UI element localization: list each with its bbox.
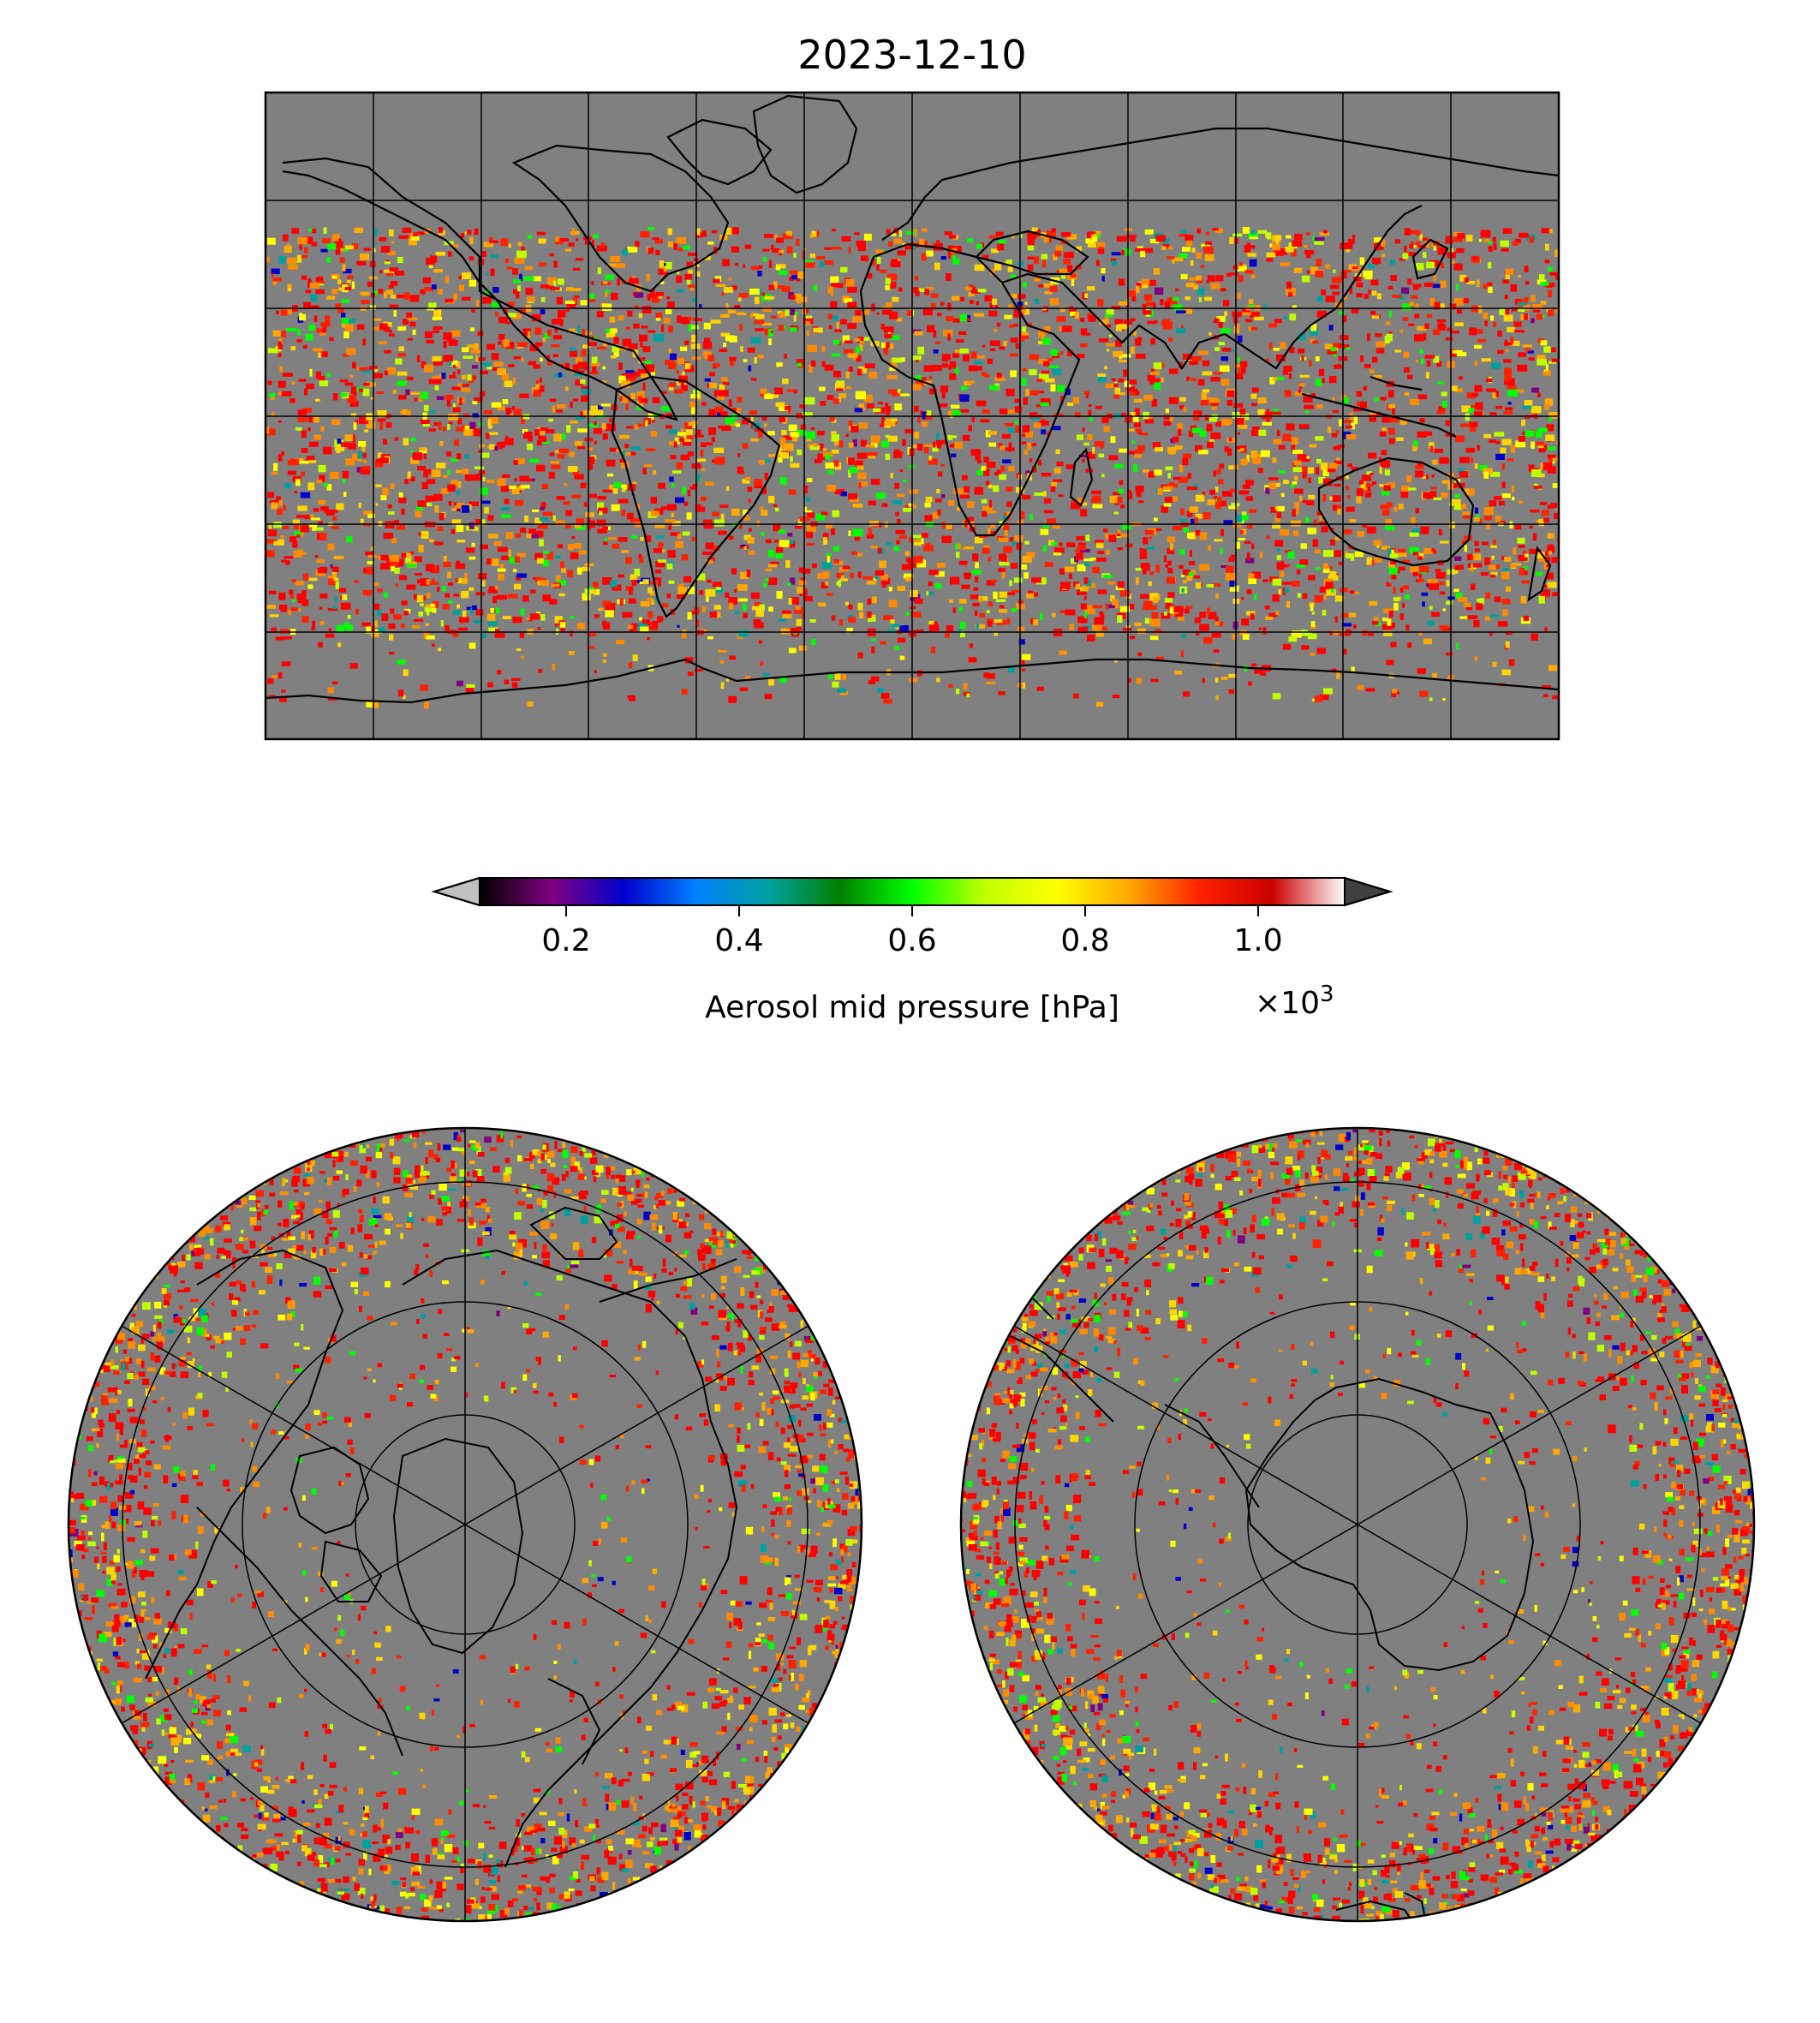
global-coastlines <box>266 94 1559 704</box>
colorbar-multiplier: ×103 <box>1255 982 1334 1021</box>
north-polar-frame <box>67 1126 863 1923</box>
global-map <box>264 91 1560 741</box>
colorbar-tick-label: 0.4 <box>714 923 763 958</box>
colorbar-ticks: 0.2 0.4 0.6 0.8 1.0 <box>541 905 1283 958</box>
global-graticule <box>266 92 1559 739</box>
colorbar-tick-label: 0.8 <box>1060 923 1109 958</box>
north-polar-graticule <box>121 1128 809 1921</box>
colorbar-over-extension <box>1344 876 1393 907</box>
colorbar-gradient <box>480 878 1345 905</box>
south-polar-map <box>959 1126 1756 1923</box>
figure-title: 2023-12-10 <box>797 32 1026 78</box>
global-map-frame <box>264 91 1560 741</box>
colorbar-tick-label: 1.0 <box>1233 923 1282 958</box>
colorbar-label: Aerosol mid pressure [hPa] <box>705 990 1119 1025</box>
colorbar-outline <box>431 877 1393 906</box>
colorbar-tick-label: 0.6 <box>887 923 936 958</box>
colorbar: 0.2 0.4 0.6 0.8 1.0 Aerosol mid pressure [hP… <box>431 876 1393 1025</box>
colorbar-under-extension <box>431 876 480 907</box>
south-polar-graticule <box>1013 1128 1702 1921</box>
colorbar-tick-label: 0.2 <box>541 923 590 958</box>
north-polar-map <box>67 1126 863 1923</box>
south-polar-frame <box>959 1126 1756 1923</box>
